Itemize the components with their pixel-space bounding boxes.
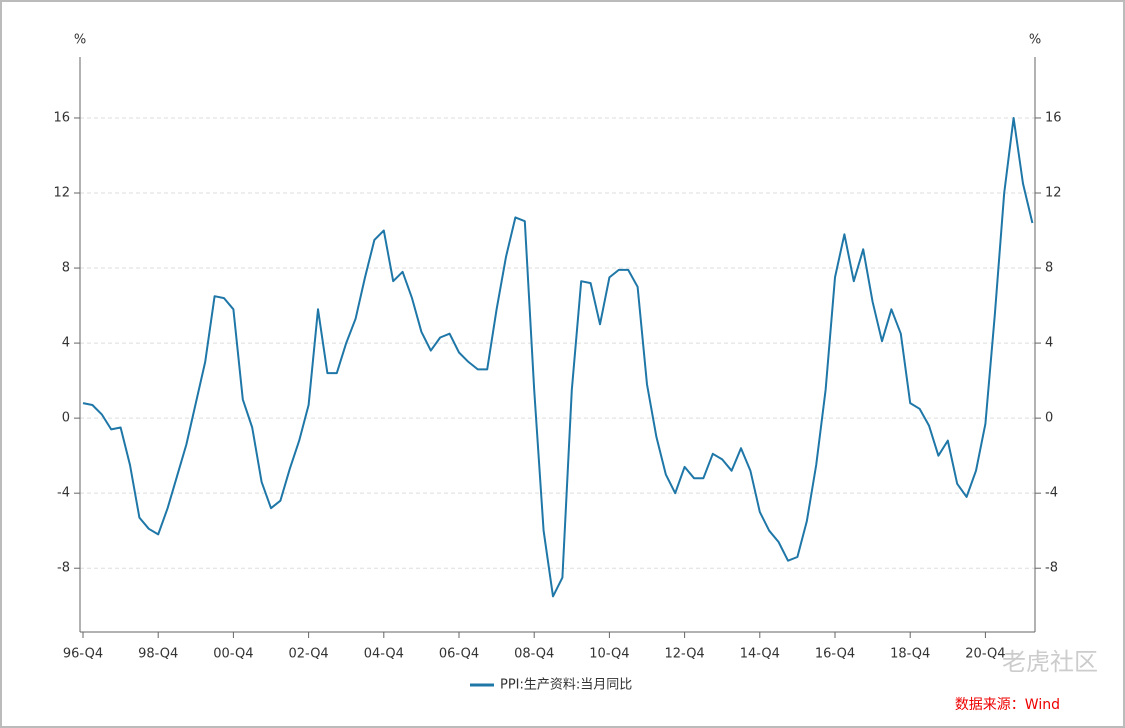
x-tick-label: 18-Q4 (890, 647, 930, 662)
y2-tick-label: -8 (1045, 561, 1058, 576)
y-tick-label: -8 (57, 561, 70, 576)
y-tick-label: 0 (62, 411, 70, 426)
y2-tick-label: 4 (1045, 336, 1053, 351)
y-tick-label: 8 (62, 261, 70, 276)
x-tick-label: 04-Q4 (364, 647, 404, 662)
watermark: 老虎社区 (1002, 648, 1098, 676)
y2-tick-label: 16 (1045, 110, 1062, 125)
y2-axis-unit: % (1029, 33, 1041, 48)
y2-tick-label: -4 (1045, 486, 1058, 501)
y-tick-label: -4 (57, 486, 70, 501)
legend-label: PPI:生产资料:当月同比 (500, 678, 632, 693)
x-tick-label: 02-Q4 (288, 647, 328, 662)
x-tick-label: 16-Q4 (815, 647, 855, 662)
x-tick-label: 08-Q4 (514, 647, 554, 662)
y-tick-label: 12 (53, 186, 70, 201)
x-tick-label: 12-Q4 (664, 647, 704, 662)
x-tick-label: 00-Q4 (213, 647, 253, 662)
x-tick-label: 98-Q4 (138, 647, 178, 662)
x-tick-label: 20-Q4 (965, 647, 1005, 662)
x-tick-label: 06-Q4 (439, 647, 479, 662)
y2-tick-label: 8 (1045, 261, 1053, 276)
y-tick-label: 16 (53, 110, 70, 125)
source-note: 数据来源：Wind (955, 697, 1060, 713)
x-tick-label: 96-Q4 (63, 647, 103, 662)
y-axis-unit: % (74, 33, 86, 48)
x-tick-label: 10-Q4 (589, 647, 629, 662)
x-tick-label: 14-Q4 (740, 647, 780, 662)
y2-tick-label: 0 (1045, 411, 1053, 426)
data-line (82, 117, 1034, 598)
y-tick-label: 4 (62, 336, 70, 351)
y2-tick-label: 12 (1045, 186, 1062, 201)
